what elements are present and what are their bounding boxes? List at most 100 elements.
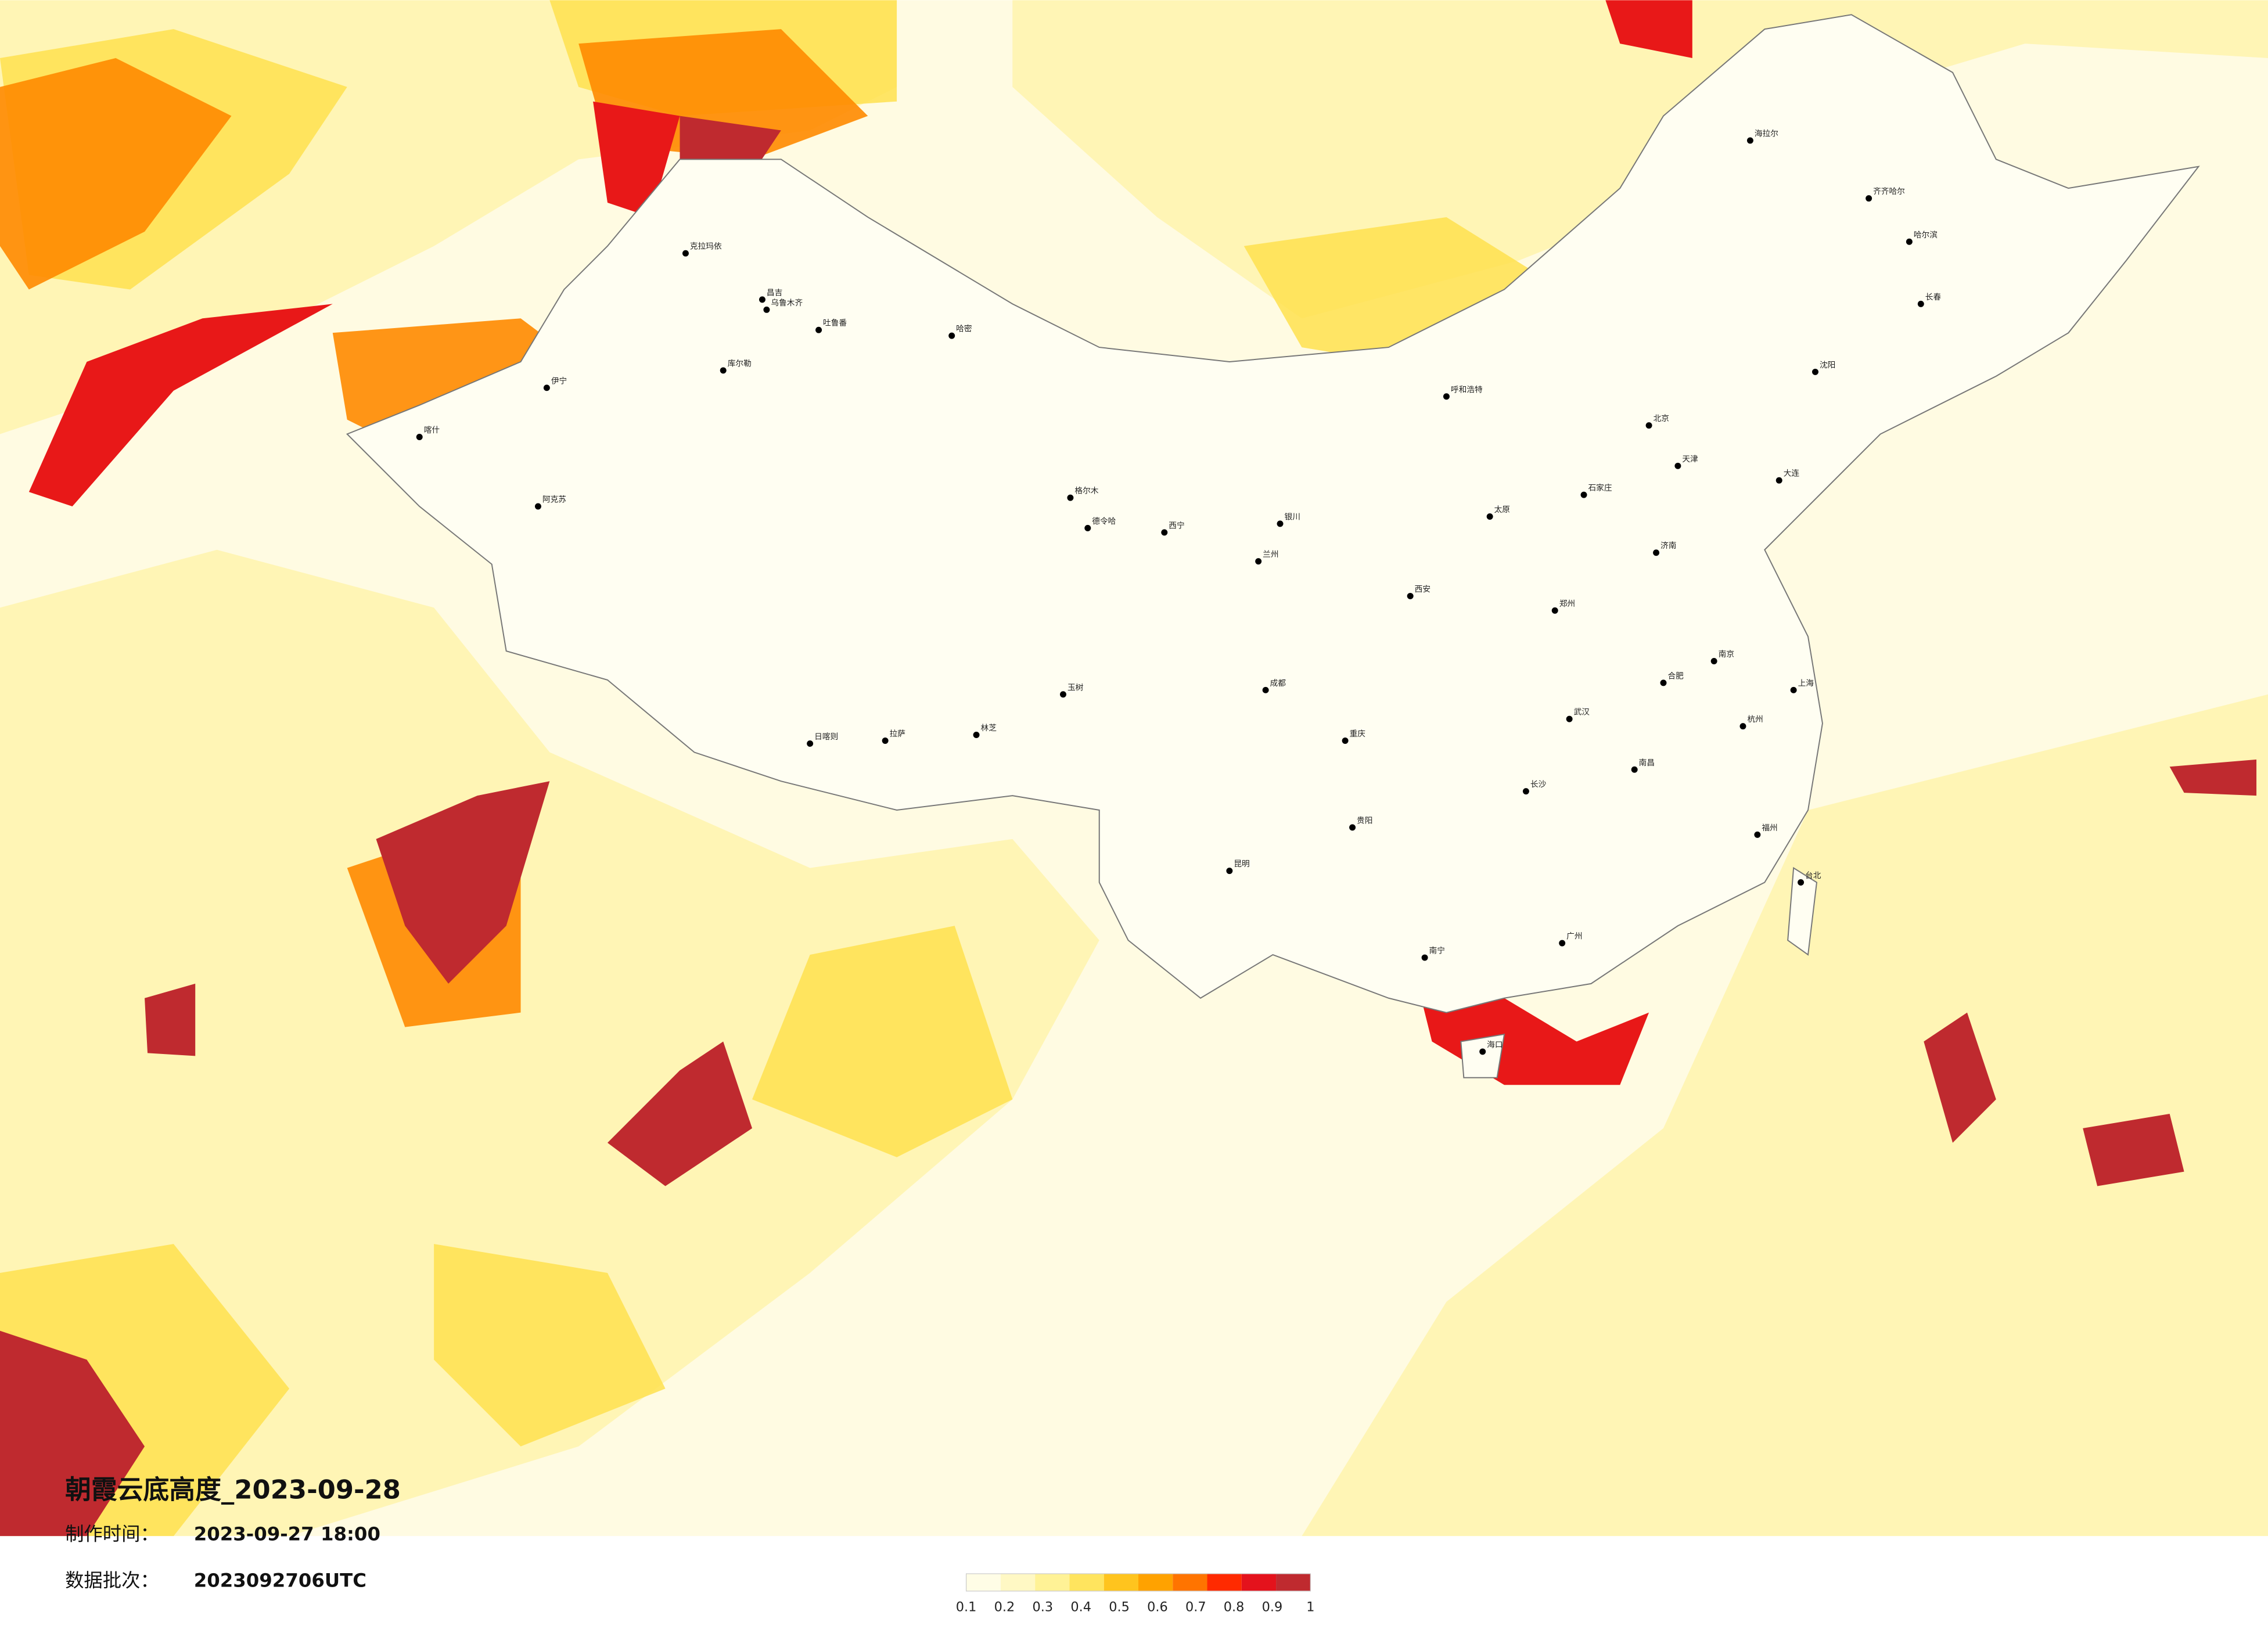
legend-swatch bbox=[1173, 1573, 1207, 1591]
city-dot bbox=[1580, 491, 1587, 498]
city-label: 库尔勒 bbox=[728, 359, 752, 368]
city-dot bbox=[1645, 422, 1652, 429]
city-dot bbox=[543, 384, 550, 391]
city-dot bbox=[1421, 954, 1428, 961]
city-dot bbox=[948, 332, 955, 339]
city-dot bbox=[1407, 592, 1414, 599]
legend-tick-label: 0.5 bbox=[1109, 1600, 1130, 1615]
city-label: 哈密 bbox=[956, 324, 972, 334]
city-label: 齐齐哈尔 bbox=[1873, 187, 1905, 196]
legend-swatch bbox=[1241, 1573, 1277, 1591]
city-dot bbox=[1551, 607, 1558, 614]
legend-swatch bbox=[1276, 1573, 1311, 1591]
city-label: 昆明 bbox=[1234, 859, 1249, 869]
city-dot bbox=[882, 737, 889, 744]
city-dot bbox=[1710, 658, 1717, 664]
city-label: 林芝 bbox=[981, 724, 997, 733]
city-dot bbox=[1566, 715, 1573, 722]
city-label: 喀什 bbox=[424, 426, 440, 435]
city-dot bbox=[1084, 524, 1091, 531]
city-dot bbox=[815, 326, 822, 333]
city-dot bbox=[1342, 737, 1349, 744]
city-label: 哈尔滨 bbox=[1914, 231, 1938, 240]
city-dot bbox=[682, 250, 689, 257]
city-dot bbox=[1559, 940, 1566, 947]
city-dot bbox=[1226, 868, 1233, 875]
legend-tick-label: 0.1 bbox=[956, 1600, 977, 1615]
batch: 2023092706UTC bbox=[194, 1569, 366, 1591]
city-label: 德令哈 bbox=[1092, 517, 1116, 526]
legend-tick-label: 0.4 bbox=[1070, 1600, 1091, 1615]
city-dot bbox=[1059, 691, 1066, 698]
legend-swatch bbox=[1069, 1573, 1104, 1591]
city-label: 海拉尔 bbox=[1755, 129, 1778, 138]
city-dot bbox=[1674, 462, 1681, 469]
city-dot bbox=[1739, 723, 1746, 730]
city-dot bbox=[1653, 549, 1660, 556]
city-dot bbox=[1917, 300, 1924, 307]
city-dot bbox=[759, 296, 765, 303]
city-label: 重庆 bbox=[1350, 729, 1366, 739]
city-label: 合肥 bbox=[1667, 671, 1684, 681]
city-label: 伊宁 bbox=[551, 376, 567, 386]
city-label: 武汉 bbox=[1574, 708, 1590, 717]
city-dot bbox=[1277, 520, 1284, 527]
city-label: 上海 bbox=[1798, 679, 1814, 688]
city-dot bbox=[1754, 831, 1761, 838]
city-label: 格尔木 bbox=[1074, 487, 1098, 496]
city-dot bbox=[1775, 477, 1782, 484]
country-outline bbox=[346, 14, 2200, 1013]
city-dot bbox=[973, 732, 980, 738]
city-dot bbox=[1067, 494, 1074, 501]
legend-swatch bbox=[1000, 1573, 1036, 1591]
city-label: 海口 bbox=[1487, 1040, 1503, 1049]
city-dot bbox=[1262, 686, 1269, 693]
city-label: 克拉玛依 bbox=[690, 242, 722, 251]
city-label: 兰州 bbox=[1263, 550, 1278, 559]
city-dot bbox=[416, 434, 423, 440]
legend-swatch bbox=[966, 1573, 1001, 1591]
city-dot bbox=[1161, 529, 1168, 536]
city-label: 阿克苏 bbox=[542, 495, 566, 505]
city-label: 天津 bbox=[1682, 455, 1698, 464]
city-dot bbox=[763, 306, 770, 313]
city-label: 乌鲁木齐 bbox=[771, 298, 803, 308]
city-label: 成都 bbox=[1270, 679, 1286, 688]
city-label: 长春 bbox=[1925, 293, 1942, 302]
taiwan bbox=[1787, 866, 1818, 956]
city-dot bbox=[1790, 686, 1797, 693]
city-label: 南宁 bbox=[1429, 946, 1445, 956]
legend-tick-label: 0.3 bbox=[1033, 1600, 1054, 1615]
legend-swatch bbox=[1207, 1573, 1242, 1591]
city-dot bbox=[534, 503, 541, 510]
city-dot bbox=[1746, 137, 1753, 144]
title: 朝霞云底高度_2023-09-28 bbox=[65, 1474, 401, 1505]
city-label: 台北 bbox=[1805, 871, 1821, 880]
legend-swatch bbox=[1104, 1573, 1138, 1591]
city-label: 大连 bbox=[1784, 469, 1800, 479]
city-label: 南京 bbox=[1719, 650, 1734, 659]
city-label: 福州 bbox=[1762, 823, 1777, 833]
city-label: 西宁 bbox=[1169, 520, 1184, 530]
city-dot bbox=[1349, 824, 1356, 831]
city-label: 吐鲁番 bbox=[823, 319, 847, 328]
production-time: 2023-09-27 18:00 bbox=[194, 1523, 380, 1545]
legend-tick-label: 1 bbox=[1306, 1600, 1314, 1615]
city-label: 西安 bbox=[1415, 585, 1430, 594]
legend-swatch bbox=[1138, 1573, 1173, 1591]
batch-label: 数据批次： bbox=[65, 1569, 159, 1591]
city-label: 长沙 bbox=[1530, 780, 1547, 789]
city-label: 呼和浩特 bbox=[1451, 385, 1483, 394]
legend: 0.1 0.2 0.3 0.4 0.5 0.6 0.7 0.8 0.9 1 bbox=[956, 1573, 1314, 1615]
legend-tick-label: 0.8 bbox=[1224, 1600, 1245, 1615]
city-dot bbox=[1522, 788, 1529, 795]
city-dot bbox=[1660, 679, 1667, 686]
city-label: 杭州 bbox=[1747, 715, 1763, 724]
city-label: 银川 bbox=[1285, 512, 1300, 521]
city-dot bbox=[1798, 879, 1805, 886]
city-dot bbox=[1866, 195, 1872, 202]
legend-tick-label: 0.6 bbox=[1147, 1600, 1168, 1615]
